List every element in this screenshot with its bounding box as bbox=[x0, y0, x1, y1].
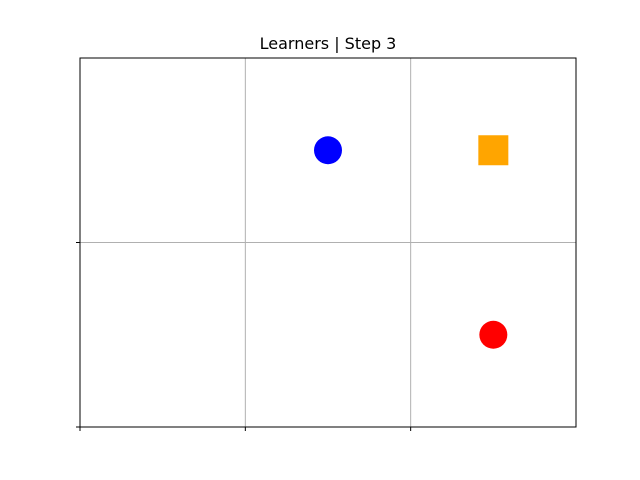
game-title: Learners | Step 3 bbox=[260, 34, 397, 53]
blue-agent bbox=[314, 136, 342, 165]
red-agent bbox=[479, 320, 508, 349]
game-board bbox=[76, 57, 577, 431]
orange-goal bbox=[478, 135, 509, 166]
